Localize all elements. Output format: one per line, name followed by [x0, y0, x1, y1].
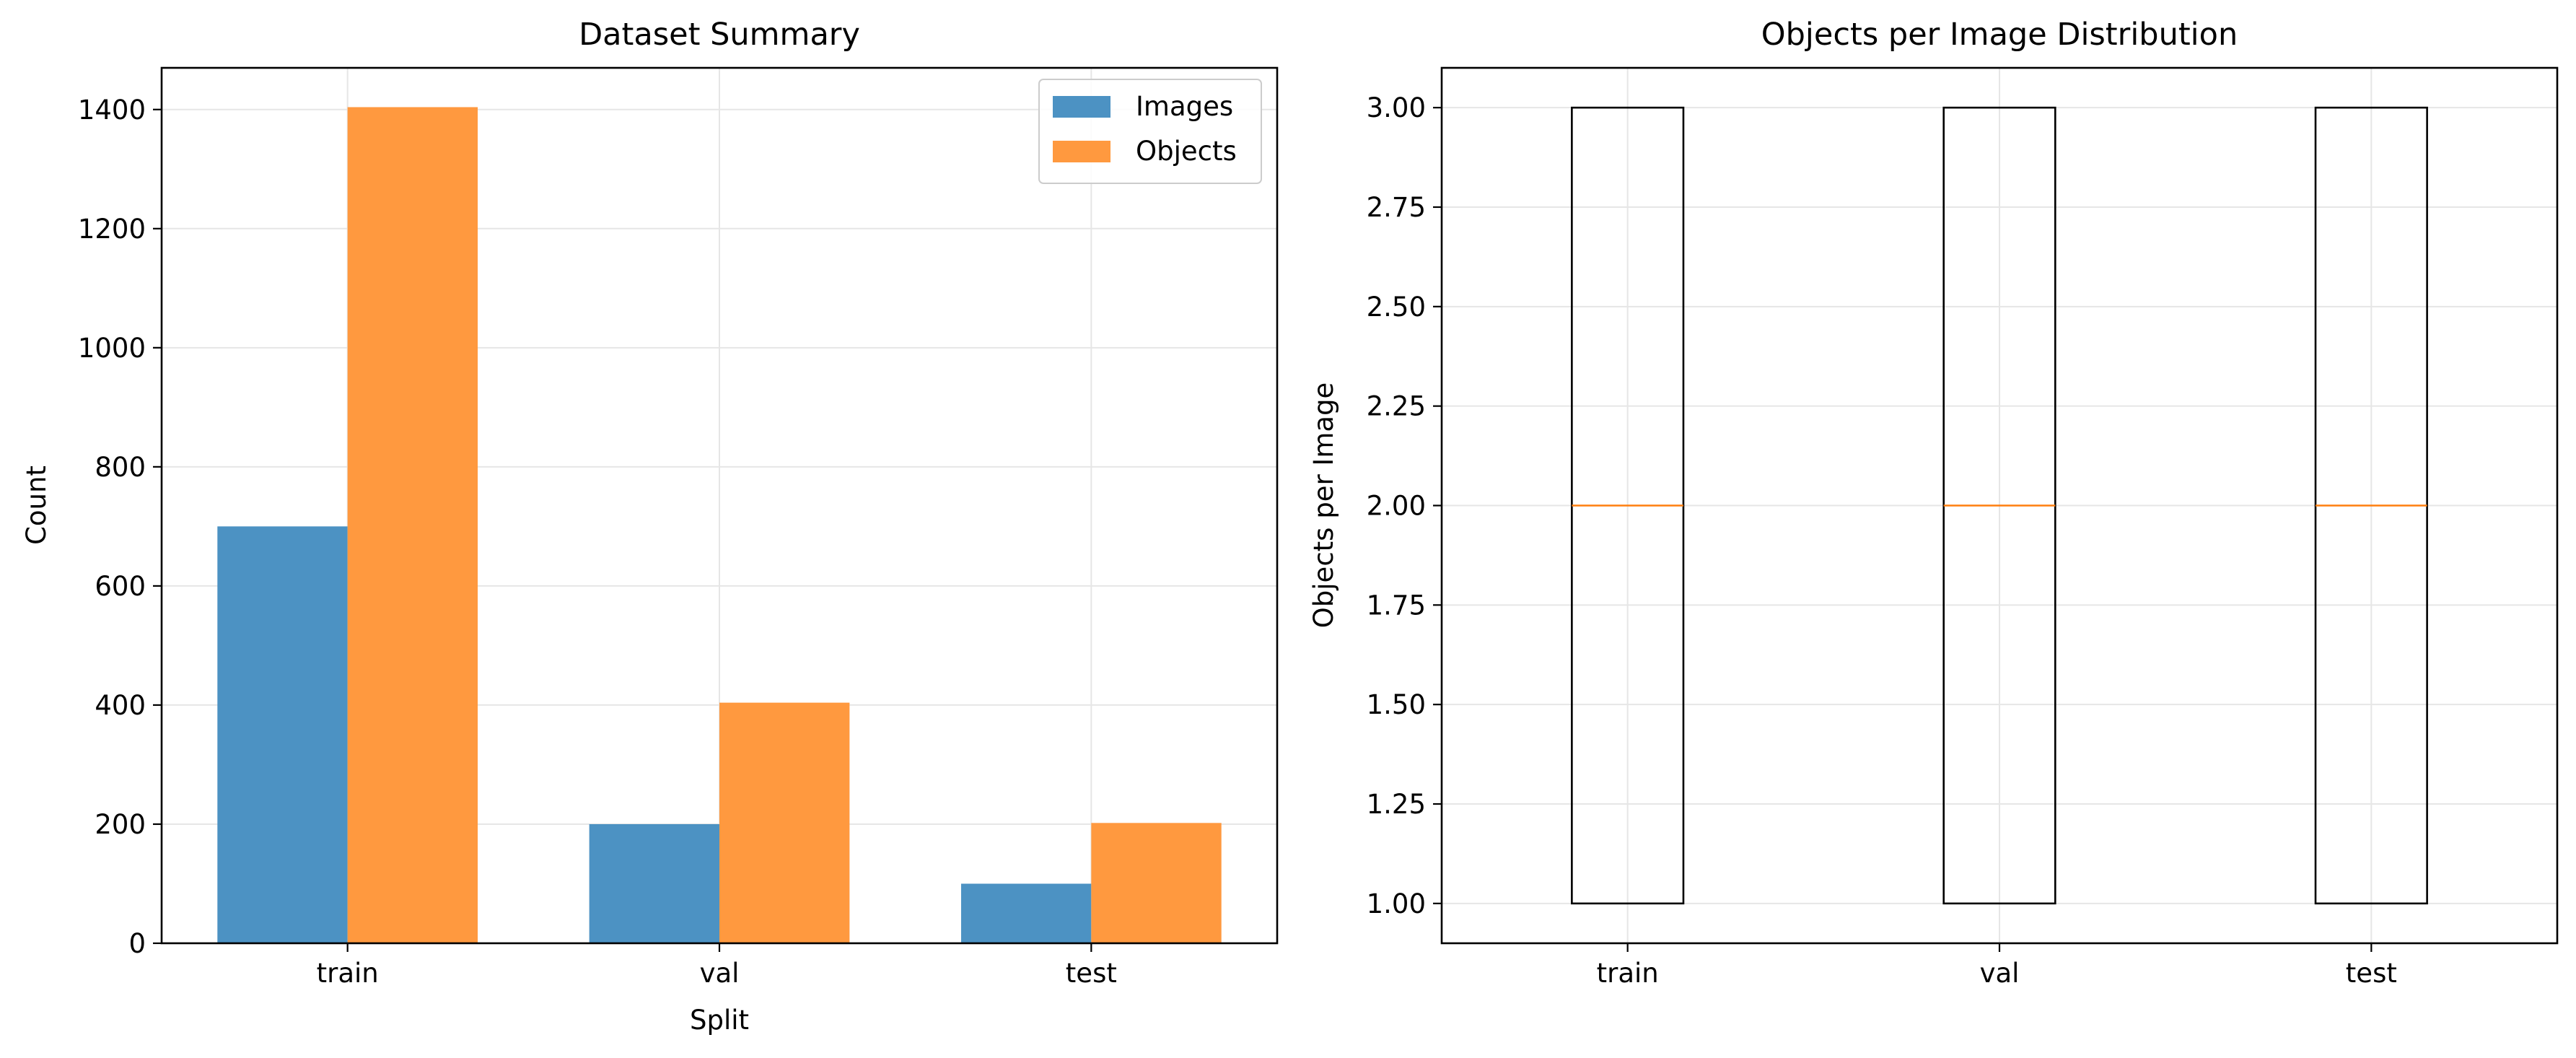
c1-y-axis-label: Count [21, 465, 52, 545]
c2-y-tick-label: 2.25 [1367, 391, 1426, 422]
c1-legend-swatch-images [1053, 96, 1110, 118]
c2-boxes [1571, 106, 2428, 905]
c1-x-tick-label: train [317, 958, 379, 989]
c1-x-axis-label: Split [690, 1005, 749, 1036]
c2-y-tick-label: 2.75 [1367, 192, 1426, 223]
c1-bar-objects-val [719, 702, 850, 943]
c2-y-axis-label: Objects per Image [1308, 382, 1339, 629]
c2-title: Objects per Image Distribution [1761, 17, 2238, 53]
c1-y-tick-label: 1400 [78, 95, 146, 126]
c2-y-tick-label: 1.75 [1367, 590, 1426, 621]
c1-title: Dataset Summary [579, 17, 860, 53]
c1-legend-swatch-objects [1053, 141, 1110, 162]
c2-x-tick-label: train [1597, 958, 1659, 989]
c1-bars [217, 107, 1222, 944]
c1-y-tick-label: 400 [95, 690, 146, 721]
c1-y-ticks: 0 200 400 600 800 1000 1200 1400 [78, 95, 162, 959]
c2-y-tick-label: 2.50 [1367, 292, 1426, 323]
c1-bar-objects-train [347, 107, 478, 944]
objects-per-image-chart: 1.00 1.25 1.50 1.75 2.00 2.25 2.50 2.75 3.00 tra… [1308, 17, 2559, 989]
c2-y-tick-label: 1.50 [1367, 689, 1426, 720]
c1-legend-label-objects: Objects [1136, 136, 1237, 167]
c1-y-tick-label: 0 [128, 928, 146, 959]
c2-x-tick-label: test [2346, 958, 2397, 989]
c2-y-tick-label: 1.25 [1367, 789, 1426, 820]
c1-legend: Images Objects [1038, 79, 1262, 184]
c1-bar-images-test [960, 883, 1092, 943]
c2-x-tick-label: val [1980, 958, 2020, 989]
dataset-summary-chart: 0 200 400 600 800 1000 1200 1400 train val test D… [21, 17, 1279, 1036]
c1-y-tick-label: 1200 [78, 214, 146, 245]
c1-bar-objects-test [1091, 823, 1222, 943]
c1-x-tick-label: val [700, 958, 740, 989]
c2-y-tick-label: 1.00 [1367, 888, 1426, 919]
c1-x-ticks: train val test [317, 943, 1117, 989]
c1-y-tick-label: 800 [95, 452, 146, 483]
c1-bar-images-val [589, 823, 719, 943]
c1-legend-label-images: Images [1136, 91, 1233, 122]
c1-y-tick-label: 1000 [78, 333, 146, 364]
c2-x-ticks: train val test [1597, 943, 2397, 989]
c1-y-tick-label: 600 [95, 571, 146, 602]
c1-x-tick-label: test [1066, 958, 1117, 989]
c1-y-tick-label: 200 [95, 809, 146, 840]
c2-y-tick-label: 3.00 [1367, 92, 1426, 123]
c2-y-tick-label: 2.00 [1367, 491, 1426, 522]
c2-y-ticks: 1.00 1.25 1.50 1.75 2.00 2.25 2.50 2.75 3.00 [1367, 92, 1442, 919]
c1-bar-images-train [217, 526, 348, 943]
